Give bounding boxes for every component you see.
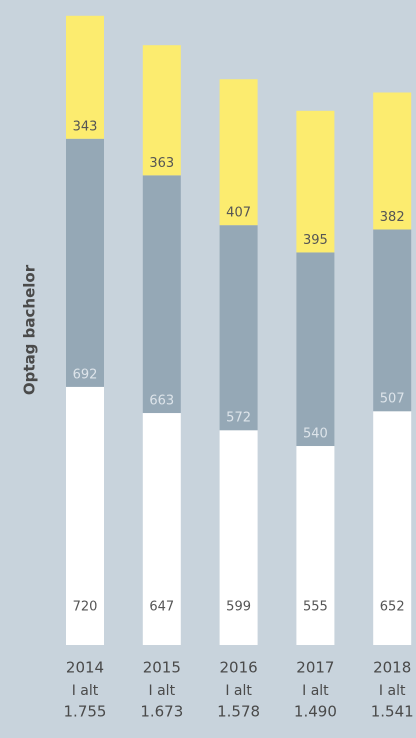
- bar-segment: [142, 175, 181, 414]
- bar-segment: [219, 79, 258, 226]
- x-tick-label: 2018: [373, 659, 411, 677]
- bar-value-label: 555: [303, 600, 328, 615]
- bar-segment: [296, 252, 335, 447]
- bar-value-label: 647: [149, 600, 174, 615]
- total-caption: I alt: [225, 683, 252, 699]
- bar-segment: [296, 110, 335, 253]
- bar-segment: [66, 138, 104, 387]
- bar-segment: [219, 225, 258, 431]
- bar-value-label: 599: [226, 600, 251, 615]
- bar-value-label: 663: [149, 394, 174, 409]
- bar-segment: [296, 446, 335, 645]
- bar-value-label: 343: [73, 119, 98, 134]
- y-axis-label: Optag bachelor: [21, 264, 39, 395]
- total-label: 1.490: [294, 703, 337, 721]
- x-tick-label: 2016: [220, 659, 258, 677]
- total-caption: I alt: [149, 683, 176, 699]
- bar-segment: [373, 411, 412, 645]
- bar-segment: [373, 92, 412, 230]
- total-label: 1.578: [217, 703, 260, 721]
- x-tick-label: 2015: [143, 659, 181, 677]
- bar-value-label: 540: [303, 427, 328, 442]
- total-label: 1.541: [371, 703, 414, 721]
- bar-value-label: 363: [149, 156, 174, 171]
- bar-value-label: 407: [226, 206, 251, 221]
- bar-segment: [66, 386, 104, 645]
- bar-value-label: 507: [380, 392, 405, 407]
- bar-value-label: 382: [380, 210, 405, 225]
- bar-value-label: 572: [226, 411, 251, 426]
- bar-value-label: 652: [380, 600, 405, 615]
- bar-segment: [142, 413, 181, 645]
- bar-segment: [142, 45, 181, 176]
- bar-segment: [66, 15, 104, 139]
- total-caption: I alt: [302, 683, 329, 699]
- bar-value-label: 395: [303, 233, 328, 248]
- total-label: 1.755: [64, 703, 107, 721]
- x-tick-label: 2017: [296, 659, 334, 677]
- total-label: 1.673: [140, 703, 183, 721]
- bar-value-label: 720: [73, 600, 98, 615]
- total-caption: I alt: [379, 683, 406, 699]
- bar-value-label: 692: [73, 367, 98, 382]
- bar-segment: [219, 430, 258, 645]
- bar-segment: [373, 229, 412, 412]
- x-tick-label: 2014: [66, 659, 104, 677]
- total-caption: I alt: [72, 683, 99, 699]
